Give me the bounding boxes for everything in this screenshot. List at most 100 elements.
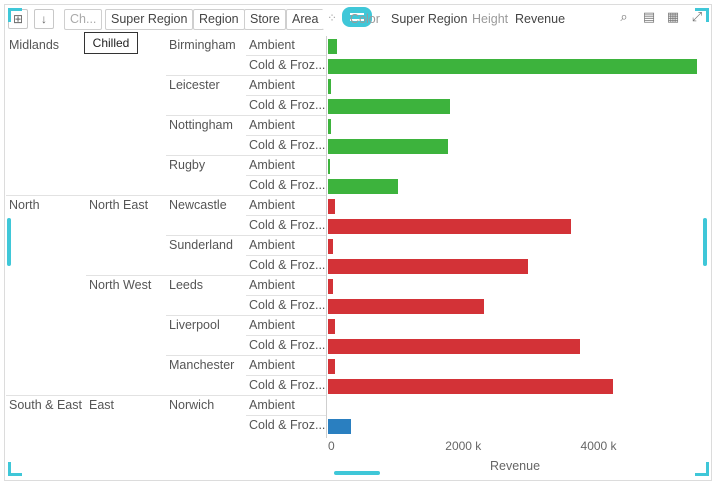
row-divider [246,215,326,216]
bar[interactable] [328,259,528,274]
area-cell: Ambient [249,38,295,52]
area-cell: Cold & Froz... [249,298,326,312]
bar[interactable] [328,359,336,374]
area-cell: Cold & Froz... [249,378,326,392]
bar[interactable] [328,119,332,134]
tooltip: Chilled [84,32,138,54]
row-divider [246,155,326,156]
search-icon[interactable]: ⌕ [620,9,628,24]
store-cell: Liverpool [169,318,220,332]
scatter-icon[interactable]: ⁘ [322,9,342,29]
bar[interactable] [328,379,614,394]
visualization-frame [4,4,712,481]
row-divider [246,135,326,136]
resize-handle-right[interactable] [703,218,707,266]
area-cell: Cold & Froz... [249,258,326,272]
bar[interactable] [328,239,334,254]
row-divider [246,395,326,396]
row-divider [246,375,326,376]
bar[interactable] [328,219,572,234]
store-cell: Newcastle [169,198,227,212]
row-divider [246,175,326,176]
color-label: Color [350,12,380,26]
store-cell: Sunderland [169,238,233,252]
resize-corner-tr[interactable] [695,8,709,22]
store-cell: Manchester [169,358,235,372]
bar[interactable] [328,99,450,114]
area-cell: Ambient [249,398,295,412]
color-value[interactable]: Super Region [391,12,468,26]
area-cell: Ambient [249,318,295,332]
row-divider [246,75,326,76]
x-tick-label: 0 [328,439,335,453]
bar[interactable] [328,299,484,314]
resize-handle-bottom[interactable] [334,471,380,475]
area-cell: Ambient [249,78,295,92]
resize-corner-br[interactable] [695,462,709,476]
row-divider [246,295,326,296]
bar[interactable] [328,279,333,294]
region-cell: East [89,398,115,412]
row-divider [246,255,326,256]
store-cell: Leeds [169,278,204,292]
area-cell: Ambient [249,198,295,212]
bar[interactable] [328,339,580,354]
bar[interactable] [328,419,351,434]
row-divider [246,195,326,196]
area-cell: Cold & Froz... [249,418,326,432]
store-cell: Norwich [169,398,215,412]
resize-corner-bl[interactable] [8,462,22,476]
area-cell: Ambient [249,238,295,252]
excel-export-icon[interactable]: ▤ [642,9,656,24]
bar[interactable] [328,39,337,54]
area-cell: Cold & Froz... [249,178,326,192]
pill-region[interactable]: Region [193,9,245,30]
row-divider [246,115,326,116]
area-cell: Ambient [249,118,295,132]
area-cell: Cold & Froz... [249,98,326,112]
height-value[interactable]: Revenue [515,12,566,26]
x-axis-title: Revenue [490,459,541,473]
sort-icon[interactable]: ↓ [34,9,54,29]
area-cell: Ambient [249,158,295,172]
bar[interactable] [328,139,449,154]
super-region-cell: North [9,198,40,212]
store-cell: Nottingham [169,118,233,132]
super-region-cell: South & East [9,398,82,412]
area-cell: Cold & Froz... [249,58,326,72]
pill-store[interactable]: Store [244,9,286,30]
menu-button[interactable] [342,7,372,27]
region-cell: North East [89,198,149,212]
chart-axis-line [326,36,327,438]
super-region-cell: Midlands [9,38,60,52]
pill-area[interactable]: Area [286,9,325,30]
bar[interactable] [328,319,335,334]
resize-handle-left[interactable] [7,218,11,266]
pill-chilled[interactable]: Ch... [64,9,103,30]
bar[interactable] [328,199,335,214]
bar[interactable] [328,79,332,94]
bar[interactable] [328,159,330,174]
row-divider [246,355,326,356]
bar[interactable] [328,59,697,74]
area-cell: Cold & Froz... [249,218,326,232]
row-divider [246,275,326,276]
row-divider [246,235,326,236]
table-view-icon[interactable]: ▦ [666,9,680,24]
row-divider [246,95,326,96]
area-cell: Ambient [249,278,295,292]
resize-corner-tl[interactable] [8,8,22,22]
row-divider [246,55,326,56]
store-cell: Birmingham [169,38,236,52]
pill-super-region[interactable]: Super Region [105,9,194,30]
x-tick-label: 2000 k [445,439,482,453]
area-cell: Ambient [249,358,295,372]
height-label: Height [472,12,509,26]
region-cell: North West [89,278,152,292]
expand-icon[interactable]: ⤢ [691,9,703,24]
toolbar: ⊞ ↓ Ch... Super Region Region Store Area… [0,0,717,36]
x-tick-label: 4000 k [580,439,617,453]
area-cell: Cold & Froz... [249,338,326,352]
bar[interactable] [328,179,398,194]
area-cell: Cold & Froz... [249,138,326,152]
